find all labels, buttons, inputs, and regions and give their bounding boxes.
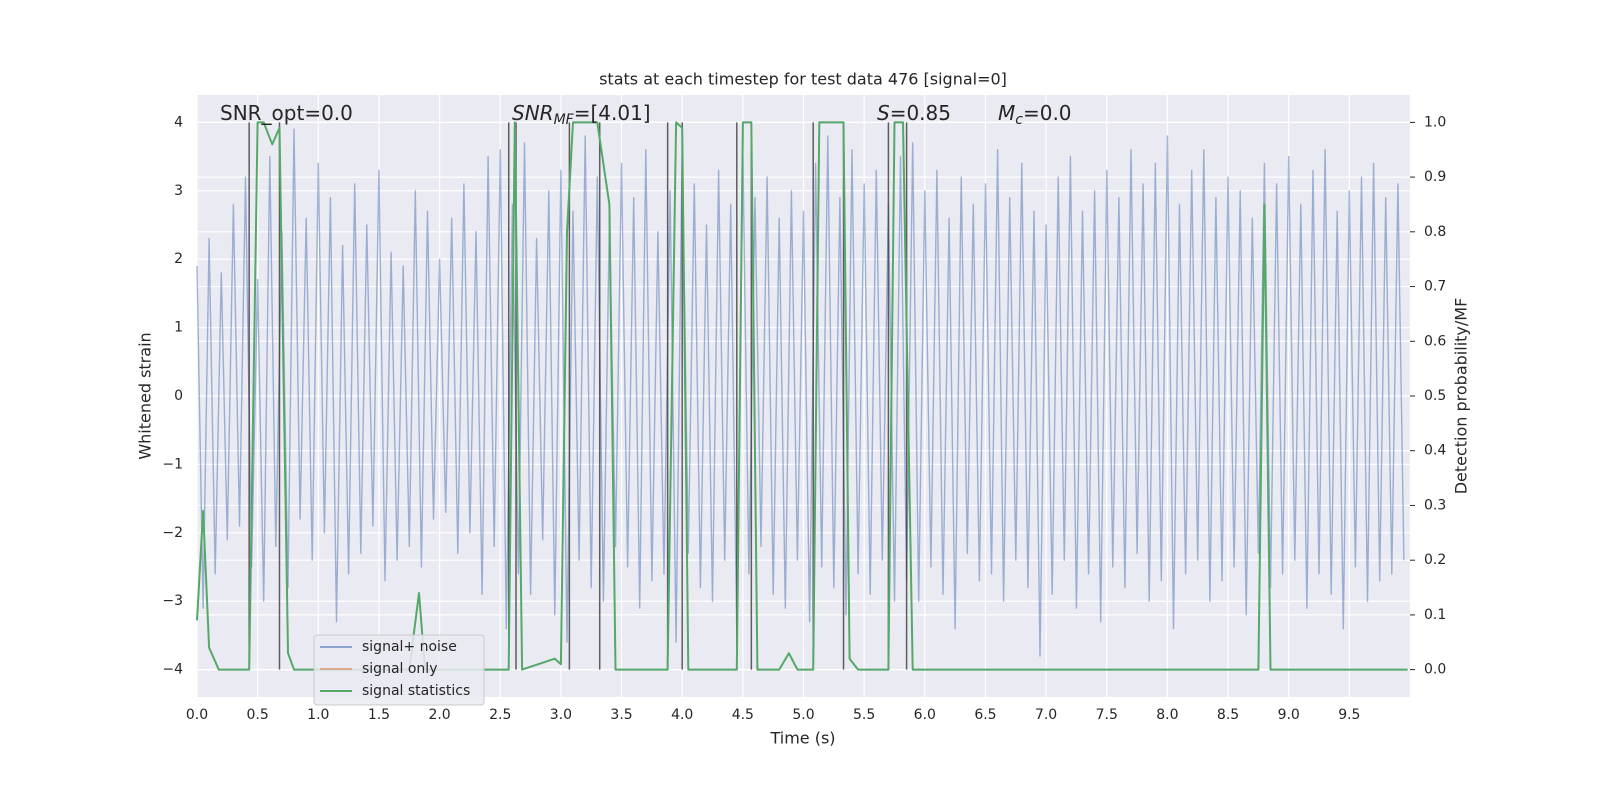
annotation-rest: =[4.01]: [574, 101, 651, 125]
annotation: Mc=0.0: [998, 101, 1072, 129]
annotation-main: SNR_opt=0.0: [220, 101, 353, 125]
x-tick-label: 6.0: [914, 707, 936, 723]
annotation: SNR_opt=0.0: [220, 101, 353, 125]
legend: signal+ noise signal only signal statistic…: [313, 634, 485, 706]
y-tick-label: 1: [174, 320, 183, 336]
y-tick-label: 2: [174, 251, 183, 267]
y2-tick-label: 0.4: [1424, 443, 1446, 459]
x-tick-label: 4.0: [671, 707, 693, 723]
labels: 0.0 0.5 1.0 1.5 2.0 2.5 3.0 3.5 4.0 4.5 5.0 5.5 6.0 6…: [162, 101, 1446, 724]
x-tick-label: 0.0: [186, 707, 208, 723]
x-tick-label: 6.5: [974, 707, 996, 723]
annotation-rest: =0.85: [890, 101, 951, 125]
annotation-sub: c: [1015, 112, 1023, 128]
y2-tick-label: 0.3: [1424, 497, 1446, 513]
legend-label: signal only: [362, 661, 437, 677]
y2-tick-label: 0.8: [1424, 224, 1446, 240]
annotation: S=0.85: [877, 101, 951, 125]
x-tick-label: 7.5: [1096, 707, 1118, 723]
x-tick-label: 2.5: [489, 707, 511, 723]
series-line: [196, 121, 1408, 671]
annotation-main: M: [998, 101, 1015, 125]
annotation-main: S: [877, 101, 890, 125]
y2-tick-label: 0.5: [1424, 388, 1446, 404]
legend-label: signal statistics: [362, 683, 470, 699]
annotation-main: SNR: [512, 101, 554, 125]
x-tick-label: 1.0: [307, 707, 329, 723]
annotation-sub: MF: [554, 112, 575, 128]
y2-axis-label: Detection probability/MF: [1452, 298, 1471, 495]
y2-tick-label: 0.7: [1424, 279, 1446, 295]
y-tick-label: −1: [162, 456, 183, 472]
x-tick-label: 1.5: [368, 707, 390, 723]
legend-label: signal+ noise: [362, 639, 457, 655]
x-tick-label: 8.0: [1156, 707, 1178, 723]
annotation: SNRMF=[4.01]: [512, 101, 651, 129]
y-tick-label: 3: [174, 183, 183, 199]
y-tick-label: −2: [162, 525, 183, 541]
x-tick-label: 4.5: [732, 707, 754, 723]
y-tick-label: −3: [162, 593, 183, 609]
y-tick-label: 4: [174, 114, 183, 130]
series-line: [196, 128, 1405, 657]
y-axis-label: Whitened strain: [136, 332, 155, 459]
x-tick-label: 0.5: [247, 707, 269, 723]
x-tick-label: 8.5: [1217, 707, 1239, 723]
y2-tick-label: 0.2: [1424, 552, 1446, 568]
x-tick-label: 7.0: [1035, 707, 1057, 723]
x-tick-label: 3.0: [550, 707, 572, 723]
x-tick-label: 9.5: [1338, 707, 1360, 723]
x-tick-label: 5.5: [853, 707, 875, 723]
x-tick-label: 5.0: [792, 707, 814, 723]
y-tick-label: −4: [162, 662, 183, 678]
y2-tick-label: 0.1: [1424, 607, 1446, 623]
y-tick-label: 0: [174, 388, 183, 404]
x-tick-label: 9.0: [1278, 707, 1300, 723]
y2-tick-label: 0.0: [1424, 662, 1446, 678]
y2-tick-label: 0.6: [1424, 333, 1446, 349]
chart-title: stats at each timestep for test data 476…: [599, 70, 1007, 89]
x-axis-label: Time (s): [769, 729, 835, 748]
legend-box: [313, 634, 485, 706]
marks: [196, 121, 1408, 671]
y2-tick-label: 0.9: [1424, 169, 1446, 185]
y2-tick-label: 1.0: [1424, 114, 1446, 130]
annotation-rest: =0.0: [1023, 101, 1072, 125]
x-tick-label: 3.5: [610, 707, 632, 723]
x-tick-label: 2.0: [428, 707, 450, 723]
